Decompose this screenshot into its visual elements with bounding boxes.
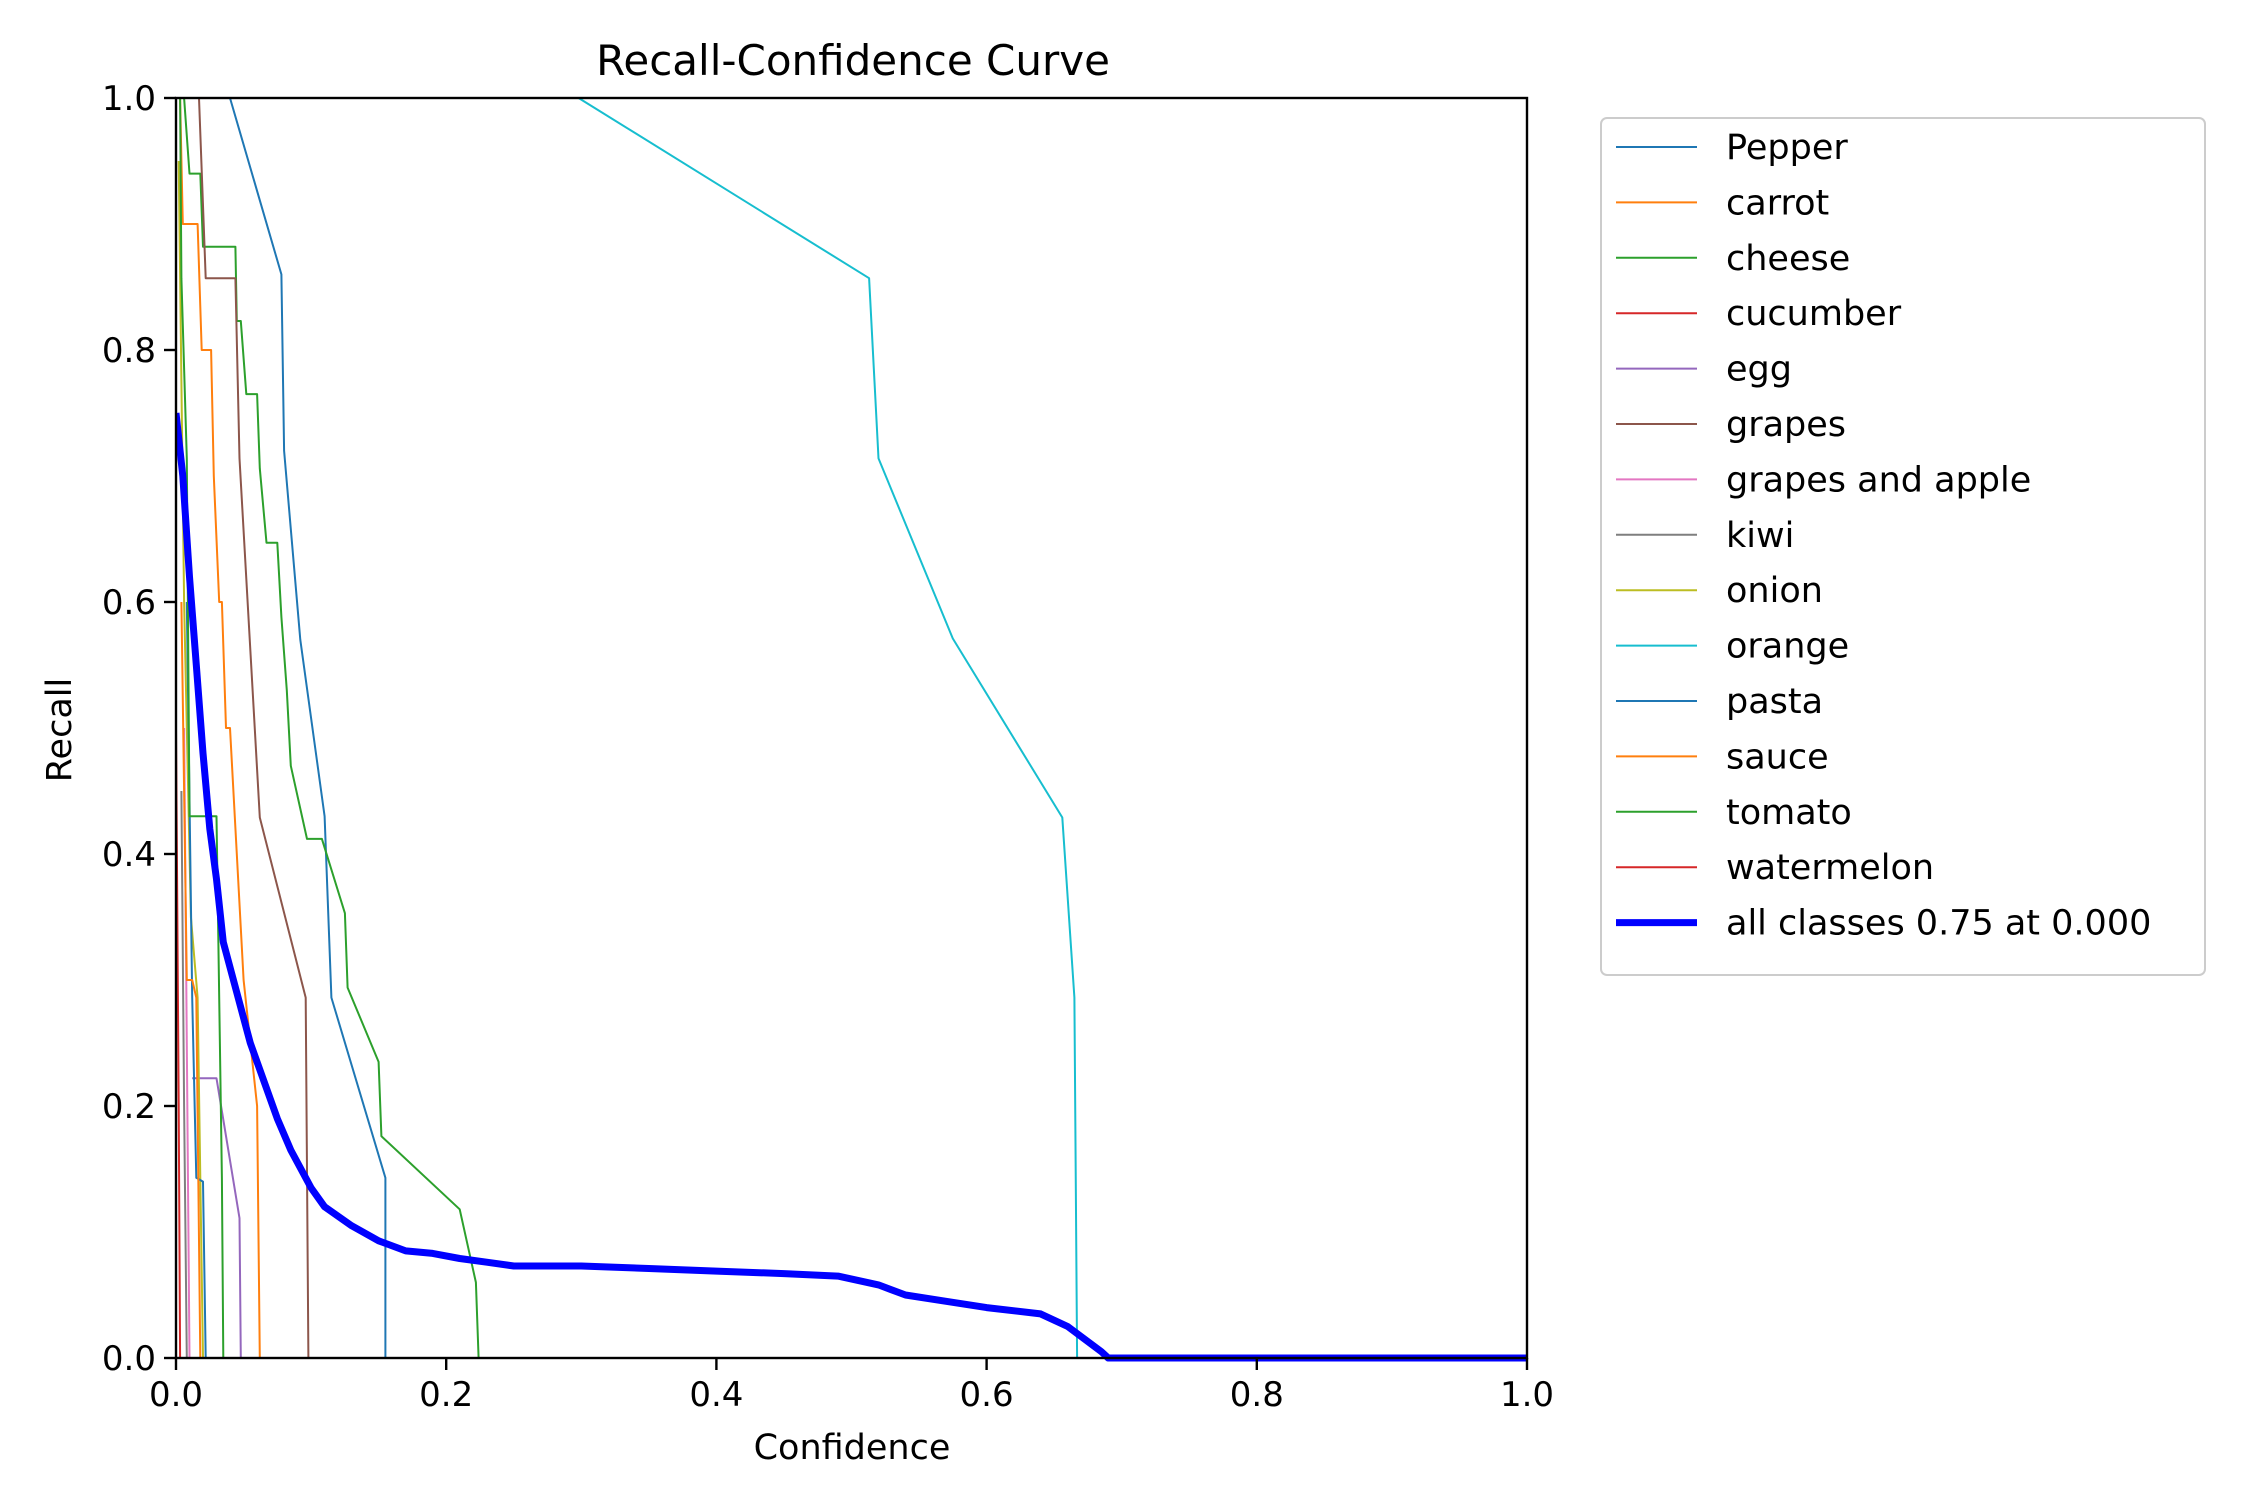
legend-label: cheese (1726, 239, 1850, 279)
legend-label: watermelon (1726, 848, 1934, 888)
series-line-11 (180, 601, 202, 1359)
legend-box (1600, 117, 2206, 976)
legend-label: Pepper (1726, 128, 1848, 168)
legend-label: sauce (1726, 737, 1829, 777)
x-tick-label: 0.2 (419, 1375, 473, 1415)
y-tick-label: 1.0 (102, 79, 156, 119)
legend-label: egg (1726, 350, 1792, 390)
legend-label: tomato (1726, 793, 1852, 833)
series-line-0 (229, 97, 387, 1358)
legend-label: grapes and apple (1726, 460, 2031, 500)
x-tick-label: 0.6 (960, 1375, 1014, 1415)
y-tick-label: 0.2 (102, 1087, 156, 1127)
y-tick-label: 0.6 (102, 583, 156, 623)
legend-label: kiwi (1726, 516, 1794, 556)
y-tick-label: 0.8 (102, 331, 156, 371)
axes-frame (174, 96, 1529, 1360)
legend-label: carrot (1726, 183, 1829, 223)
y-tick-label: 0.0 (102, 1339, 156, 1379)
x-axis-label: Confidence (754, 1428, 951, 1468)
series-line-4 (192, 1077, 242, 1359)
x-tick-label: 0.0 (149, 1375, 203, 1415)
series-line-9 (578, 97, 1079, 1359)
y-tick-label: 0.4 (102, 835, 156, 875)
series-line-2 (183, 97, 480, 1359)
series-line-1 (179, 97, 261, 1359)
chart-title: Recall-Confidence Curve (596, 36, 1110, 85)
series-line-14 (176, 412, 1527, 1362)
legend-label: cucumber (1726, 294, 1902, 334)
series-line-13 (176, 727, 1527, 1359)
x-tick-label: 0.8 (1230, 1375, 1284, 1415)
legend-label: pasta (1726, 682, 1823, 722)
series-line-5 (198, 97, 310, 1359)
legend-label: grapes (1726, 405, 1846, 445)
series-line-10 (185, 601, 207, 1359)
x-axis: 0.0 0.2 0.4 0.6 0.8 1.0 (149, 1358, 1554, 1415)
x-tick-label: 0.4 (689, 1375, 743, 1415)
y-axis-label: Recall (40, 678, 80, 782)
legend-label: onion (1726, 571, 1823, 611)
y-axis: 0.0 0.2 0.4 0.6 0.8 1.0 (102, 79, 176, 1379)
x-tick-label: 1.0 (1500, 1375, 1554, 1415)
series-line-7 (180, 790, 188, 1359)
legend: Pepper carrot cheese cucumber egg grapes grape… (1600, 117, 2206, 976)
series-line-12 (179, 97, 225, 1359)
legend-label: all classes 0.75 at 0.000 (1726, 904, 2151, 944)
legend-label: orange (1726, 627, 1849, 667)
